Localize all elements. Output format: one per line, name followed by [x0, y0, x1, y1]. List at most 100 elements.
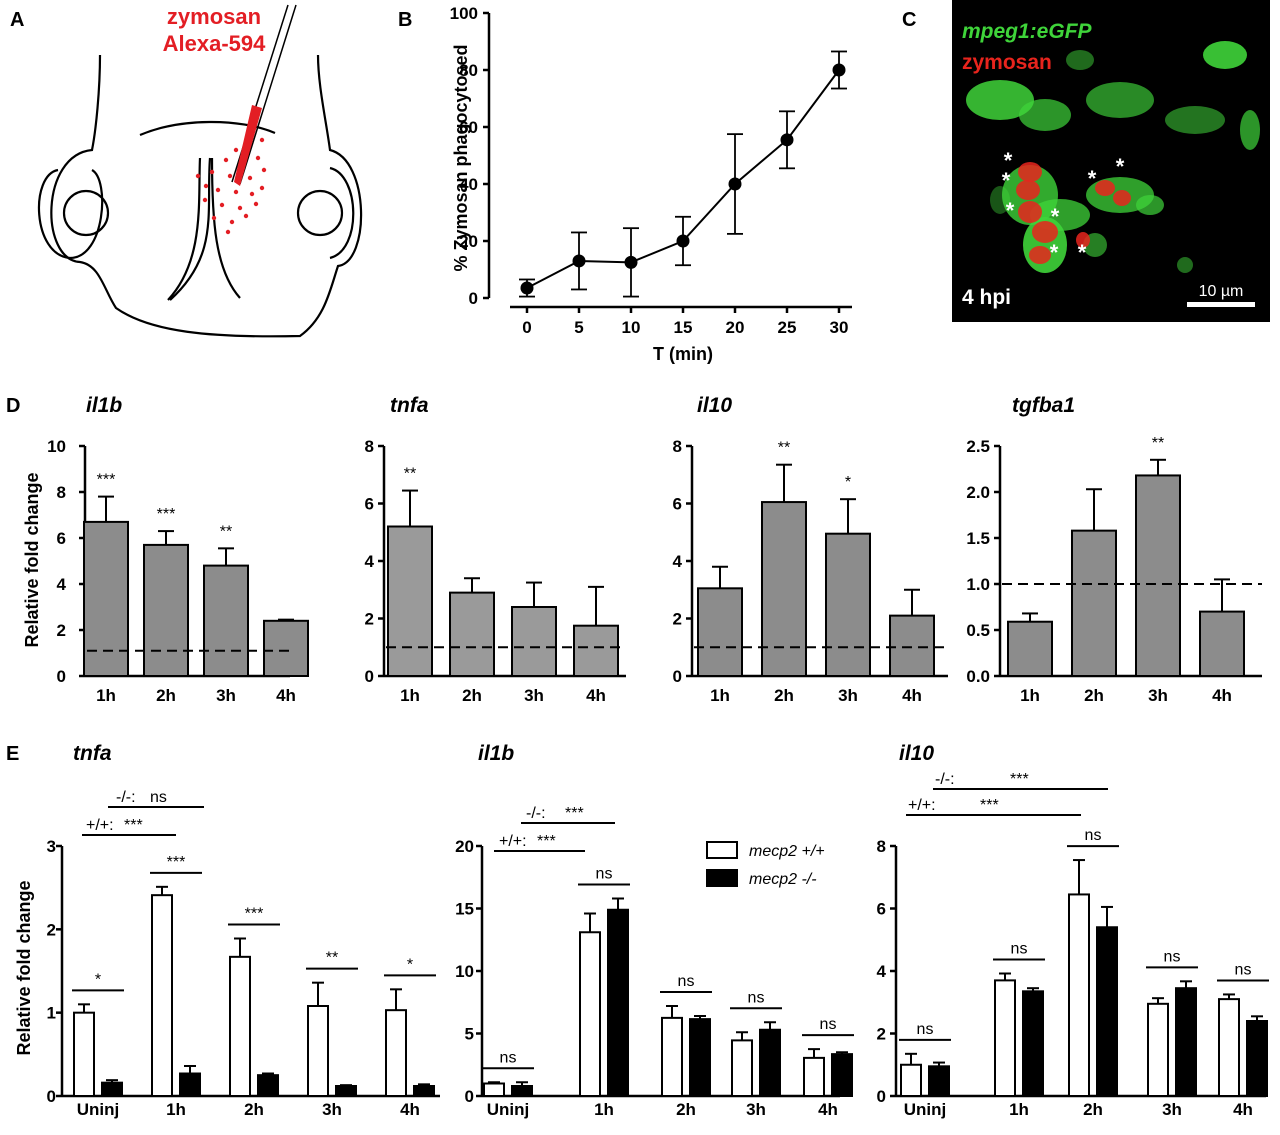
- d-y-axis-label: Relative fold change: [22, 472, 42, 647]
- e-bar-ko: [831, 1053, 853, 1097]
- label-zymosan-red: zymosan: [962, 51, 1052, 74]
- e-bar-wt: [1218, 998, 1240, 1097]
- d-y-tick-label: 1.0: [966, 575, 990, 594]
- e-x-tick-label: 3h: [1162, 1100, 1182, 1119]
- zymosan-dot: [202, 197, 208, 203]
- asterisk-marker: *: [1078, 240, 1087, 265]
- zymosan-dot: [233, 189, 239, 195]
- e-pair-significance: *: [95, 971, 101, 988]
- b-y-axis-label: % Zymosan phagocytosed: [451, 44, 471, 271]
- e-bar-wt: [661, 1016, 683, 1097]
- e-y-tick-label: 0: [465, 1087, 474, 1106]
- zymosan-particle: [1113, 190, 1131, 206]
- d-x-tick-label: 3h: [838, 686, 858, 705]
- zymosan-dot: [233, 147, 239, 153]
- e-x-tick-label: 4h: [400, 1100, 420, 1119]
- e-chart-title: tnfa: [73, 742, 112, 765]
- d-chart-title: tnfa: [390, 394, 429, 417]
- b-x-tick-label: 20: [726, 318, 745, 337]
- e-bar-wt: [1068, 893, 1090, 1097]
- d-chart-title: tgfba1: [1012, 394, 1075, 417]
- d-y-tick-label: 0: [365, 667, 374, 686]
- e-bar-ko: [511, 1085, 533, 1097]
- right-eye: [329, 166, 355, 260]
- label-zymosan: zymosan: [167, 4, 261, 29]
- e-x-tick-label: 1h: [594, 1100, 614, 1119]
- b-data-point: [676, 234, 690, 248]
- e-y-tick-label: 15: [455, 900, 474, 919]
- b-y-tick-label: 80: [459, 61, 478, 80]
- right-eye-lens: [296, 189, 344, 237]
- e-y-axis-label: Relative fold change: [14, 880, 34, 1055]
- e-pair-significance: ns: [1085, 827, 1102, 844]
- d-significance-label: ***: [157, 506, 176, 523]
- panel-e-bar-charts: tnfa 0 1 2 3 * Uninj *** 1h *** 2h ** 3h * 4h +/+: *** -/…: [47, 742, 1269, 1119]
- d-y-tick-label: 1.5: [966, 529, 990, 548]
- zymosan-particle: [1032, 221, 1058, 243]
- zymosan-dot: [211, 215, 217, 221]
- d-bar: [573, 624, 619, 677]
- injection-needle: [231, 4, 297, 186]
- e-bracket-significance: ***: [537, 833, 556, 850]
- d-x-tick-label: 4h: [276, 686, 296, 705]
- d-x-tick-label: 2h: [462, 686, 482, 705]
- e-bar-wt: [900, 1063, 922, 1097]
- e-pair-significance: ***: [245, 906, 264, 923]
- e-bar-wt: [151, 894, 173, 1098]
- e-y-tick-label: 4: [877, 962, 887, 981]
- asterisk-marker: *: [1002, 168, 1011, 193]
- e-bar-wt: [385, 1009, 407, 1098]
- b-data-point: [728, 177, 742, 191]
- panel-label-b: B: [398, 9, 412, 31]
- d-x-tick-label: 2h: [774, 686, 794, 705]
- zymosan-dot: [215, 187, 221, 193]
- d-significance-label: **: [404, 466, 416, 483]
- e-y-tick-label: 2: [47, 920, 56, 939]
- d-y-tick-label: 0.0: [966, 667, 990, 686]
- zymosan-dots: [195, 137, 267, 235]
- e-bar-ko: [179, 1072, 201, 1097]
- d-x-tick-label: 1h: [1020, 686, 1040, 705]
- brain-right-contour: [210, 157, 241, 299]
- e-chart-title: il1b: [478, 742, 514, 765]
- e-pair-significance: ns: [917, 1021, 934, 1038]
- e-bar-wt: [307, 1005, 329, 1097]
- b-y-tick-label: 40: [459, 175, 478, 194]
- d-bar: [1199, 610, 1245, 677]
- zymosan-dot: [253, 201, 259, 207]
- zymosan-dot: [195, 173, 201, 179]
- d-bar: [889, 614, 935, 677]
- zymosan-dot: [247, 175, 253, 181]
- zymosan-dot: [261, 167, 267, 173]
- e-y-tick-label: 8: [877, 837, 886, 856]
- d-bar: [263, 619, 309, 677]
- d-x-tick-label: 2h: [1084, 686, 1104, 705]
- e-bar-wt: [229, 955, 251, 1097]
- e-bar-ko: [689, 1018, 711, 1097]
- zymosan-dot: [229, 219, 235, 225]
- e-pair-significance: ***: [167, 854, 186, 871]
- b-x-axis-label: T (min): [653, 344, 713, 364]
- e-x-tick-label: 2h: [244, 1100, 264, 1119]
- d-x-tick-label: 2h: [156, 686, 176, 705]
- b-x-tick-label: 5: [574, 318, 583, 337]
- d-bar: [697, 587, 743, 677]
- d-y-tick-label: 6: [57, 529, 66, 548]
- b-data-point: [832, 63, 846, 77]
- gfp-cell: [1086, 82, 1154, 118]
- gfp-cell: [1240, 110, 1260, 150]
- e-x-tick-label: 3h: [746, 1100, 766, 1119]
- phagocytosis-line-chart: 0 20 40 60 80 100 0 5 10 15 20 25 30 T (min) % Zymosan…: [450, 4, 852, 364]
- e-bar-ko: [1246, 1020, 1268, 1097]
- e-bar-wt: [579, 931, 601, 1097]
- d-x-tick-label: 1h: [710, 686, 730, 705]
- e-pair-significance: ns: [748, 989, 765, 1006]
- d-y-tick-label: 0.5: [966, 621, 990, 640]
- zymosan-dot: [223, 157, 229, 163]
- b-y-tick-label: 0: [469, 289, 478, 308]
- b-y-tick-label: 60: [459, 118, 478, 137]
- d-bar: [1007, 620, 1053, 677]
- gfp-cell: [990, 186, 1010, 214]
- gfp-cell: [966, 80, 1034, 120]
- b-y-tick-label: 20: [459, 232, 478, 251]
